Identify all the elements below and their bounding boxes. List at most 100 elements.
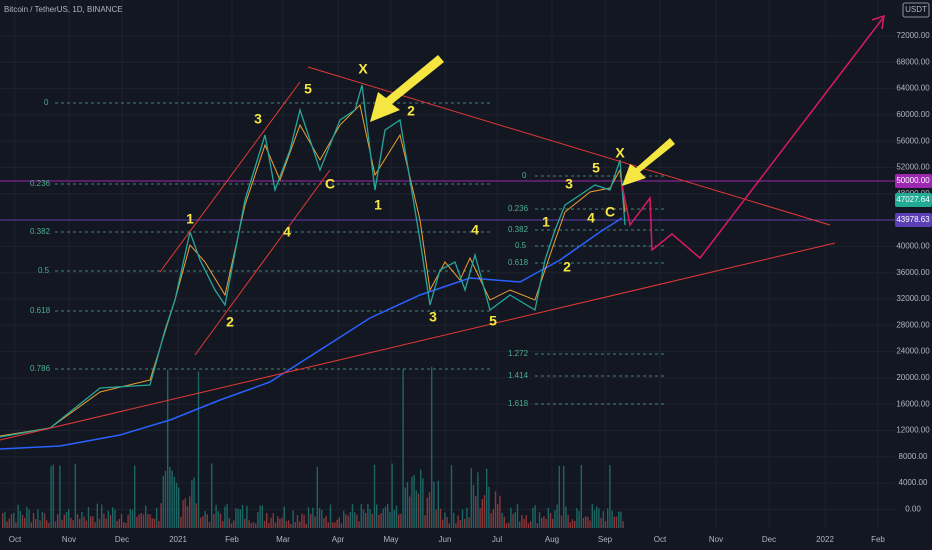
wave-label: 5 bbox=[304, 81, 312, 97]
wave-label: 4 bbox=[283, 224, 291, 240]
volume-bar bbox=[499, 495, 501, 528]
volume-bar bbox=[184, 498, 186, 528]
volume-bar bbox=[598, 508, 600, 528]
volume-bar bbox=[587, 516, 589, 528]
volume-bar bbox=[90, 516, 92, 528]
price-label: 32000.00 bbox=[896, 294, 930, 303]
volume-bar bbox=[371, 513, 373, 528]
wave-label: 4 bbox=[587, 210, 595, 226]
volume-bar bbox=[475, 496, 477, 528]
time-label: Mar bbox=[276, 535, 290, 544]
volume-bar bbox=[574, 521, 576, 528]
volume-bar bbox=[103, 513, 105, 528]
volume-bar bbox=[591, 503, 593, 528]
volume-bar bbox=[618, 511, 620, 528]
volume-bar bbox=[602, 511, 604, 528]
volume-bar bbox=[479, 508, 481, 528]
volume-bar bbox=[576, 508, 578, 528]
volume-bar bbox=[483, 495, 486, 528]
volume-bar bbox=[248, 520, 250, 528]
volume-bar bbox=[131, 509, 134, 528]
wave-label: 2 bbox=[407, 103, 415, 119]
volume-bar bbox=[384, 506, 387, 528]
volume-bar bbox=[43, 513, 46, 528]
volume-bar bbox=[167, 369, 169, 528]
volume-bar bbox=[24, 517, 26, 528]
price-label: 8000.00 bbox=[899, 452, 928, 461]
volume-bar bbox=[303, 514, 305, 528]
volume-bar bbox=[39, 520, 41, 528]
volume-bar bbox=[453, 512, 455, 528]
volume-bar bbox=[142, 514, 145, 528]
volume-bar bbox=[318, 508, 321, 528]
volume-bar bbox=[76, 514, 79, 528]
fib-label: 0.382 bbox=[508, 225, 529, 234]
price-label: 40000.00 bbox=[896, 242, 930, 251]
volume-bar bbox=[398, 514, 400, 528]
volume-bar bbox=[565, 506, 567, 528]
volume-bar bbox=[96, 503, 98, 528]
currency-badge[interactable] bbox=[902, 2, 930, 18]
volume-bar bbox=[402, 369, 404, 528]
time-label: 2021 bbox=[169, 535, 187, 544]
volume-bar bbox=[481, 499, 483, 528]
wave-label: C bbox=[325, 176, 335, 192]
wave-label: 1 bbox=[374, 197, 382, 213]
price-tag-label: 43978.63 bbox=[896, 215, 930, 224]
volume-bar bbox=[270, 517, 272, 528]
volume-bar bbox=[547, 507, 549, 528]
price-label: 28000.00 bbox=[896, 320, 930, 329]
volume-bar bbox=[424, 515, 426, 528]
volume-bar bbox=[404, 487, 406, 528]
volume-bar bbox=[395, 505, 398, 528]
volume-bar bbox=[530, 521, 532, 528]
volume-bar bbox=[299, 521, 301, 528]
price-label: 60000.00 bbox=[896, 110, 930, 119]
volume-bar bbox=[422, 478, 424, 528]
volume-bar bbox=[611, 510, 613, 528]
volume-bar bbox=[160, 503, 162, 528]
volume-bar bbox=[134, 465, 136, 528]
price-tag-label: 50000.00 bbox=[896, 176, 930, 185]
volume bbox=[2, 366, 624, 528]
volume-bar bbox=[19, 511, 21, 528]
volume-bar bbox=[307, 507, 310, 528]
volume-bar bbox=[450, 465, 453, 528]
volume-bar bbox=[527, 523, 530, 528]
volume-bar bbox=[325, 516, 327, 528]
projection-arrowhead bbox=[871, 14, 885, 30]
volume-bar bbox=[211, 463, 213, 528]
time-label: Aug bbox=[545, 535, 559, 544]
volume-bar bbox=[228, 518, 230, 528]
volume-bar bbox=[109, 515, 112, 528]
volume-bar bbox=[607, 508, 609, 528]
fib-label: 0.618 bbox=[30, 306, 51, 315]
volume-bar bbox=[186, 506, 189, 528]
volume-bar bbox=[334, 522, 336, 528]
time-label: Sep bbox=[598, 535, 613, 544]
volume-bar bbox=[224, 506, 226, 528]
volume-bar bbox=[41, 511, 43, 528]
volume-bar bbox=[252, 522, 255, 528]
time-label: 2022 bbox=[816, 535, 834, 544]
volume-bar bbox=[508, 522, 510, 528]
wave-label: 1 bbox=[542, 214, 550, 230]
price-label: 52000.00 bbox=[896, 163, 930, 172]
volume-bar bbox=[237, 508, 239, 528]
volume-bar bbox=[79, 518, 81, 528]
volume-bar bbox=[534, 505, 536, 528]
volume-bar bbox=[272, 513, 274, 528]
volume-bar bbox=[68, 509, 70, 528]
symbol-title: Bitcoin / TetherUS, 1D, BINANCE bbox=[4, 5, 123, 14]
volume-bar bbox=[123, 522, 125, 528]
volume-bar bbox=[87, 506, 90, 528]
volume-bar bbox=[486, 468, 488, 528]
wave-label: X bbox=[358, 61, 368, 77]
volume-bar bbox=[543, 516, 545, 528]
volume-bar bbox=[538, 512, 541, 528]
volume-bar bbox=[145, 505, 147, 528]
volume-bar bbox=[259, 505, 261, 528]
volume-bar bbox=[428, 492, 431, 528]
volume-bar bbox=[112, 507, 114, 528]
